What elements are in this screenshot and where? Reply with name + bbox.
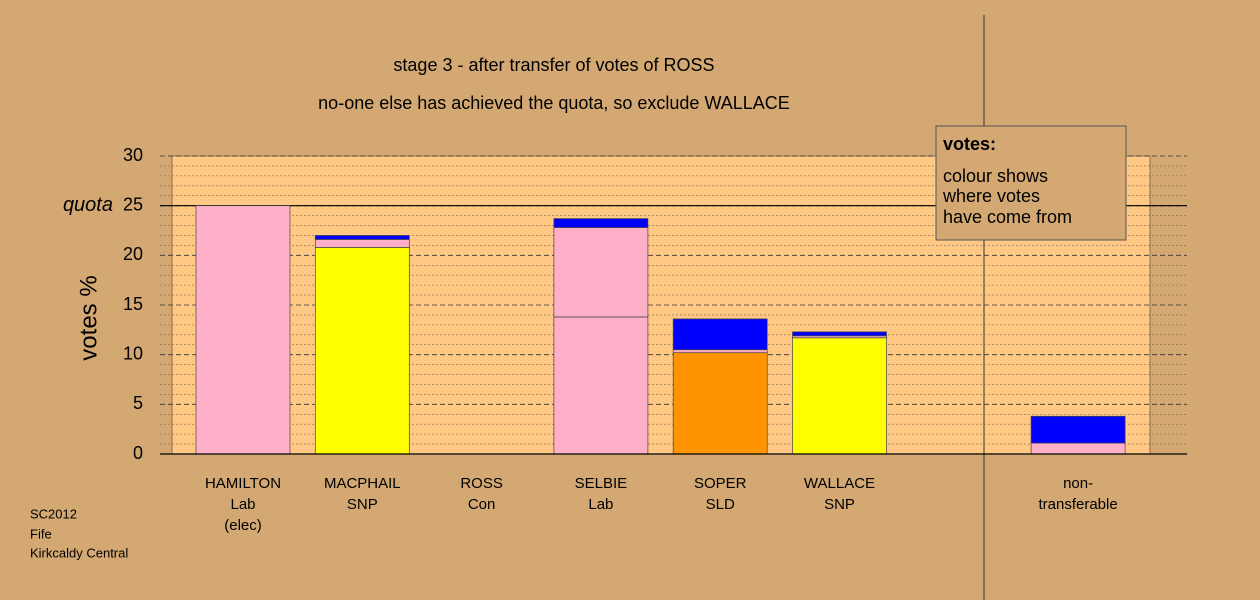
x-tick-label: Lab [588,496,613,513]
y-axis-label: votes % [75,275,102,360]
bar-segment [672,318,768,351]
y-tick-label: 5 [133,393,143,413]
y-tick-label: 10 [123,343,143,363]
bar-segment [314,235,410,240]
x-tick-label: SNP [824,496,855,513]
y-tick-label: 0 [133,443,143,463]
x-tick-label: Con [468,496,496,513]
x-tick-label: MACPHAIL [324,475,401,492]
x-tick-label: (elec) [224,517,262,534]
x-tick-label: SOPER [694,475,747,492]
y-tick-label: 20 [123,244,143,264]
x-tick-label: SNP [347,496,378,513]
bar-segment [195,205,291,455]
y-tick-label: 30 [123,145,143,165]
bar-segment [553,227,649,318]
bar-segment [792,337,887,455]
footnote: SC2012 [30,506,77,521]
x-tick-label: SLD [706,496,735,513]
bar-segment [1030,415,1126,444]
legend-box [935,125,1127,241]
bar-segment [553,218,649,228]
y-tick-label: 15 [123,294,143,314]
x-tick-label: ROSS [460,475,503,492]
y-tick-label: 25 [123,194,143,214]
x-tick-label: HAMILTON [205,475,281,492]
bar-segment [792,331,887,337]
footnote: Kirkcaldy Central [30,545,128,560]
legend-title: votes: [943,134,996,154]
legend-line: colour shows [943,166,1048,186]
bar-segment [314,239,410,248]
x-tick-label: non- [1063,475,1093,492]
chart-title: stage 3 - after transfer of votes of ROS… [393,55,714,75]
bar-segment [553,316,649,455]
x-tick-label: transferable [1038,496,1117,513]
bars [195,205,1126,455]
bar-segment [1030,442,1126,455]
legend-line: have come from [943,207,1072,227]
bar-segment [672,349,768,354]
legend-line: where votes [942,186,1040,206]
chart-subtitle: no-one else has achieved the quota, so e… [318,93,790,113]
x-tick-label: Lab [230,496,255,513]
bar-segment [672,352,768,455]
x-tick-label: WALLACE [804,475,875,492]
quota-label: quota [63,194,113,216]
footnote: Fife [30,526,52,541]
x-tick-label: SELBIE [575,475,628,492]
bar-segment [314,247,410,455]
